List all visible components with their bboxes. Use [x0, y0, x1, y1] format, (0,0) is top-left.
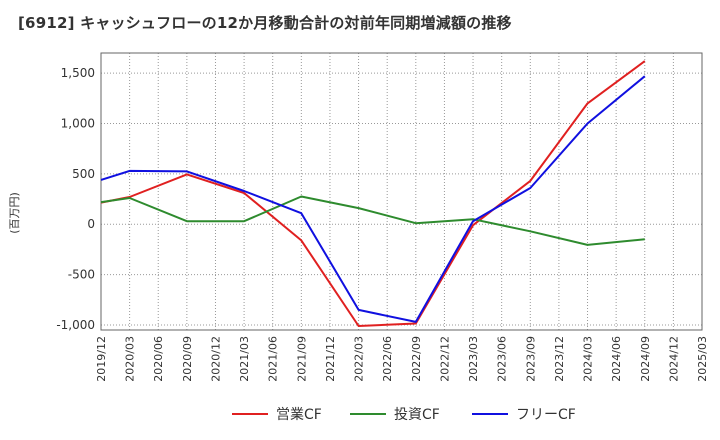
y-tick-label: 1,000	[61, 117, 95, 131]
plot-frame	[100, 52, 703, 331]
x-tick-label: 2020/09	[181, 336, 194, 382]
x-tick-label: 2021/06	[267, 336, 280, 382]
x-tick-label: 2024/03	[582, 336, 595, 382]
x-tick-label: 2023/12	[553, 336, 566, 382]
legend-item: フリーCF	[472, 402, 576, 426]
y-tick-label: 1,500	[61, 66, 95, 80]
x-tick-label: 2020/12	[209, 336, 222, 382]
x-tick-label: 2024/06	[610, 336, 623, 382]
x-tick-label: 2019/12	[95, 336, 108, 382]
series-line-営業CF	[100, 60, 646, 327]
x-tick-label: 2021/09	[295, 336, 308, 382]
y-tick-label: 500	[72, 167, 95, 181]
legend-swatch	[472, 413, 508, 415]
legend-label: 営業CF	[276, 407, 322, 423]
x-tick-label: 2023/09	[524, 336, 537, 382]
x-tick-label: 2020/06	[152, 336, 165, 382]
x-tick-label: 2025/03	[696, 336, 709, 382]
legend-item: 投資CF	[350, 402, 440, 426]
x-tick-label: 2022/03	[353, 336, 366, 382]
chart-title: [6912] キャッシュフローの12か月移動合計の対前年同期増減額の推移	[18, 14, 512, 32]
series-line-フリーCF	[100, 75, 646, 323]
y-tick-label: 0	[87, 217, 95, 231]
x-tick-label: 2024/09	[639, 336, 652, 382]
plot-area	[101, 53, 702, 330]
x-tick-label: 2022/12	[438, 336, 451, 382]
y-tick-label: -1,000	[56, 318, 95, 332]
x-tick-label: 2021/03	[238, 336, 251, 382]
x-tick-label: 2023/06	[496, 336, 509, 382]
chart-legend: 営業CF 投資CF フリーCF	[0, 402, 720, 426]
x-tick-label: 2022/09	[410, 336, 423, 382]
x-tick-label: 2024/12	[667, 336, 680, 382]
x-tick-label: 2020/03	[124, 336, 137, 382]
legend-label: 投資CF	[394, 407, 440, 423]
series-line-投資CF	[100, 195, 645, 246]
y-tick-label: -500	[68, 268, 95, 282]
legend-label: フリーCF	[516, 407, 576, 423]
legend-swatch	[350, 413, 386, 415]
x-tick-label: 2022/06	[381, 336, 394, 382]
x-tick-label: 2021/12	[324, 336, 337, 382]
x-tick-label: 2023/03	[467, 336, 480, 382]
legend-item: 営業CF	[232, 402, 322, 426]
legend-swatch	[232, 413, 268, 415]
